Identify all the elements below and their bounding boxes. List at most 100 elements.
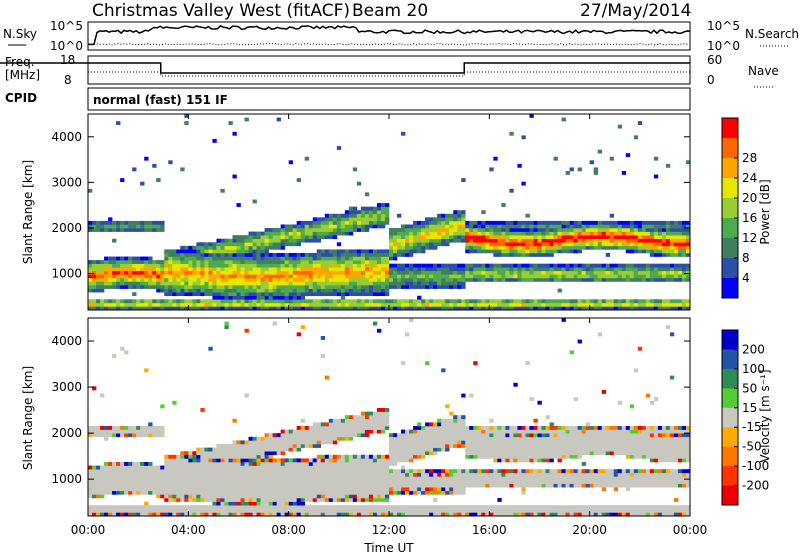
heatmap-cell (409, 278, 413, 282)
heatmap-cell (236, 494, 240, 498)
heatmap-cell (140, 281, 144, 285)
heatmap-cell (453, 303, 457, 307)
heatmap-cell (678, 224, 682, 228)
heatmap-cell (554, 271, 558, 275)
heatmap-cell (377, 264, 381, 268)
heatmap-cell (301, 285, 305, 289)
heatmap-cell (529, 246, 533, 250)
heatmap-cell (196, 505, 200, 509)
heatmap-cell (393, 299, 397, 303)
heatmap-cell (666, 299, 670, 303)
heatmap-cell (349, 271, 353, 275)
heatmap-cell (566, 228, 570, 232)
heatmap-cell (634, 271, 638, 275)
heatmap-cell (477, 437, 481, 441)
heatmap-cell (413, 426, 417, 430)
heatmap-cell (164, 260, 168, 264)
heatmap-cell (120, 260, 124, 264)
heatmap-cell (425, 437, 429, 441)
heatmap-cell (204, 246, 208, 250)
heatmap-cell (421, 278, 425, 282)
heatmap-cell (309, 253, 313, 257)
heatmap-cell (180, 469, 184, 473)
heatmap-cell (397, 484, 401, 488)
heatmap-cell (341, 303, 345, 307)
heatmap-cell (132, 267, 136, 271)
heatmap-cell (269, 451, 273, 455)
heatmap-cell (297, 466, 301, 470)
heatmap-cell (176, 455, 180, 459)
heatmap-cell (317, 267, 321, 271)
heatmap-cell (329, 430, 333, 434)
heatmap-cell (172, 484, 176, 488)
heatmap-cell (104, 462, 108, 466)
heatmap-cell (108, 303, 112, 307)
heatmap-cell (469, 246, 473, 250)
heatmap-cell (325, 253, 329, 257)
heatmap-cell (208, 466, 212, 470)
heatmap-cell (574, 278, 578, 282)
heatmap-cell (361, 257, 365, 261)
heatmap-cell (309, 433, 313, 437)
heatmap-cell (208, 484, 212, 488)
heatmap-cell (136, 480, 140, 484)
heatmap-cell (461, 480, 465, 484)
heatmap-cell (285, 430, 289, 434)
heatmap-cell (285, 469, 289, 473)
heatmap-cell (381, 289, 385, 293)
heatmap-cell (112, 260, 116, 264)
heatmap-cell (241, 458, 245, 462)
heatmap-cell (417, 433, 421, 437)
heatmap-cell (397, 451, 401, 455)
heatmap-cell (485, 267, 489, 271)
heatmap-cell (521, 235, 525, 239)
heatmap-cell (682, 246, 686, 250)
heatmap-cell (473, 455, 477, 459)
heatmap-cell (393, 476, 397, 480)
heatmap-cell (96, 469, 100, 473)
heatmap-cell (232, 502, 236, 506)
heatmap-cell (156, 426, 160, 430)
heatmap-cell (156, 285, 160, 289)
heatmap-cell (329, 281, 333, 285)
heatmap-cell (253, 246, 257, 250)
heatmap-cell (208, 242, 212, 246)
heatmap-cell (281, 462, 285, 466)
heatmap-cell (409, 267, 413, 271)
heatmap-cell (224, 462, 228, 466)
heatmap-cell (417, 444, 421, 448)
heatmap-cell (313, 289, 317, 293)
heatmap-cell (265, 444, 269, 448)
heatmap-cell (333, 253, 337, 257)
heatmap-cell (257, 289, 261, 293)
heatmap-cell (277, 473, 281, 477)
heatmap-cell (634, 278, 638, 282)
heatmap-cell (449, 426, 453, 430)
heatmap-cell (469, 437, 473, 441)
heatmap-cell (293, 476, 297, 480)
heatmap-cell (140, 509, 144, 513)
heatmap-cell (485, 426, 489, 430)
heatmap-cell (220, 296, 224, 300)
heatmap-cell (481, 430, 485, 434)
heatmap-cell (265, 274, 269, 278)
heatmap-cell (96, 484, 100, 488)
heatmap-cell (333, 466, 337, 470)
heatmap-cell (124, 299, 128, 303)
heatmap-cell (393, 242, 397, 246)
heatmap-cell (513, 249, 517, 253)
heatmap-cell (377, 207, 381, 211)
heatmap-cell (658, 246, 662, 250)
heatmap-cell (228, 271, 232, 275)
heatmap-cell (241, 242, 245, 246)
heatmap-cell (341, 458, 345, 462)
heatmap-cell (445, 274, 449, 278)
heatmap-cell (172, 285, 176, 289)
heatmap-cell (594, 232, 598, 236)
heatmap-cell (220, 509, 224, 513)
heatmap-cell (329, 224, 333, 228)
heatmap-cell (349, 224, 353, 228)
heatmap-cell (377, 278, 381, 282)
heatmap-cell (337, 419, 341, 423)
heatmap-cell (654, 239, 658, 243)
